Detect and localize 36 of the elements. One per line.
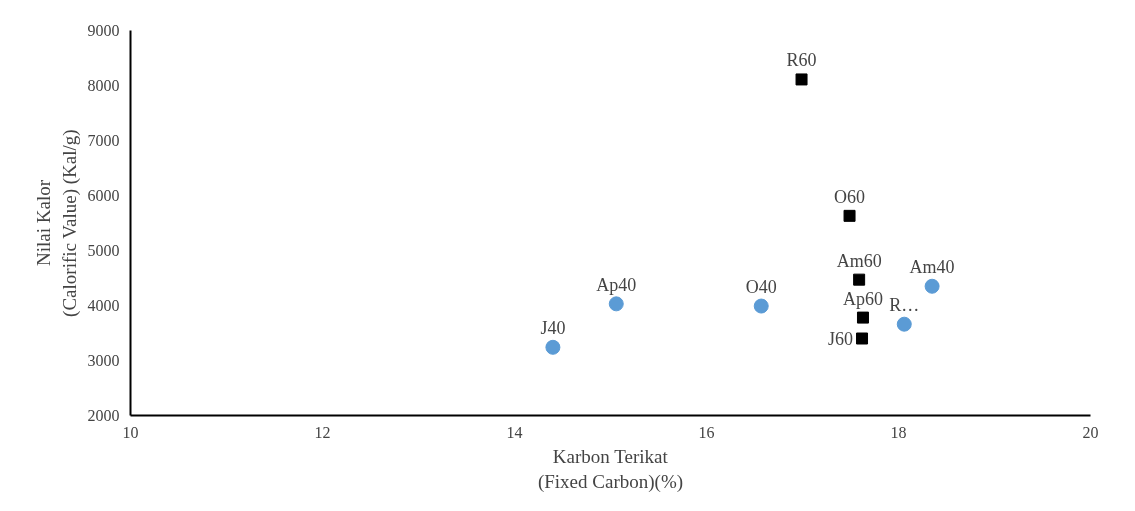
x-tick-label: 16 xyxy=(698,423,715,441)
x-tick-label: 18 xyxy=(890,423,907,441)
y-tick-label: 2000 xyxy=(87,407,120,424)
point xyxy=(795,73,808,86)
annotation: J40 xyxy=(540,318,566,339)
y-tick-label: 4000 xyxy=(87,297,120,314)
point xyxy=(853,273,866,286)
y-tick-label: 7000 xyxy=(87,132,120,149)
y-tick-label: 6000 xyxy=(87,187,120,204)
annotation: O60 xyxy=(834,186,866,207)
y-tick-label: 9000 xyxy=(87,22,120,39)
y-axis-title: Nilai Kalor (Calorific Value) (Kal/g) xyxy=(33,129,81,317)
point xyxy=(924,278,940,294)
annotation: Am40 xyxy=(909,257,955,278)
annotation: Ap40 xyxy=(596,274,637,295)
x-tick-label: 14 xyxy=(506,423,523,441)
point xyxy=(856,311,869,324)
annotation: R60 xyxy=(786,50,817,71)
annotation: R… xyxy=(889,295,920,316)
annotation: J60 xyxy=(828,328,854,349)
point xyxy=(608,296,624,312)
annotation: O40 xyxy=(745,277,777,298)
annotation: Ap60 xyxy=(842,288,883,309)
point xyxy=(545,339,561,355)
x-tick-label: 12 xyxy=(314,423,331,441)
x-axis-title: Karbon Terikat (Fixed Carbon)(%) xyxy=(537,445,684,493)
y-tick-label: 8000 xyxy=(87,77,120,94)
point xyxy=(896,316,912,332)
x-tick-label: 20 xyxy=(1082,423,1099,441)
y-tick-label: 5000 xyxy=(87,242,120,259)
y-tick-label: 3000 xyxy=(87,352,120,369)
point xyxy=(856,332,869,345)
x-tick-label: 10 xyxy=(122,423,139,441)
point xyxy=(753,298,769,314)
point xyxy=(843,209,856,222)
annotation: Am60 xyxy=(836,250,882,271)
